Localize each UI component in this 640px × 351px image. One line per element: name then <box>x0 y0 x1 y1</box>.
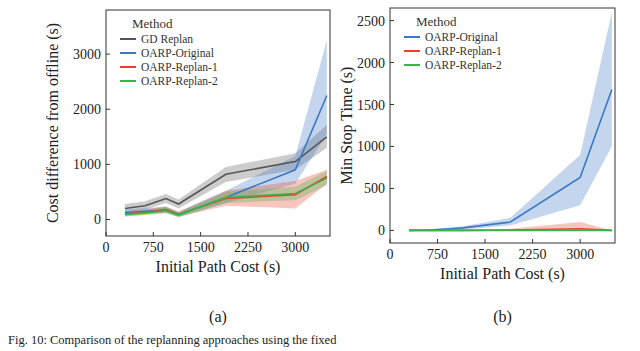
series-line <box>125 176 327 214</box>
figure: 07501500225030000100020003000Initial Pat… <box>0 0 640 351</box>
x-tick <box>580 239 581 243</box>
x-tick <box>532 239 533 243</box>
y-tick <box>390 146 394 147</box>
y-axis-label: Cost difference from offline (s) <box>44 23 62 223</box>
panel: 07501500225030000100020003000Initial Pat… <box>44 10 330 326</box>
y-tick-label: 2000 <box>357 56 385 71</box>
frame <box>106 10 330 236</box>
series-line <box>125 178 327 215</box>
band <box>409 12 612 230</box>
panel-label: (b) <box>493 308 512 326</box>
legend-swatch <box>404 64 420 66</box>
plot-data <box>409 12 612 230</box>
x-tick-label: 2250 <box>519 247 547 262</box>
series-line <box>409 230 612 232</box>
y-tick-label: 2000 <box>73 102 101 117</box>
series-line <box>409 229 612 231</box>
frame <box>390 8 615 243</box>
x-tick-label: 3000 <box>281 240 309 255</box>
legend-label: OARP-Replan-2 <box>425 59 502 72</box>
legend-label: OARP-Original <box>141 47 214 60</box>
y-tick <box>390 20 394 21</box>
x-tick-label: 2250 <box>234 240 262 255</box>
x-tick-label: 0 <box>387 247 394 262</box>
legend-swatch <box>120 66 136 68</box>
legend-swatch <box>120 52 136 54</box>
legend-label: OARP-Replan-1 <box>141 61 218 74</box>
x-tick-label: 750 <box>427 247 448 262</box>
y-tick <box>106 164 110 165</box>
y-tick <box>106 219 110 220</box>
y-tick <box>390 230 394 231</box>
x-tick <box>295 232 296 236</box>
legend-title: Method <box>132 16 173 31</box>
y-tick-label: 3000 <box>73 47 101 62</box>
x-axis-label: Initial Path Cost (s) <box>440 265 565 283</box>
y-tick <box>390 188 394 189</box>
x-tick-label: 3000 <box>566 247 594 262</box>
legend-swatch <box>404 50 420 52</box>
series-line <box>409 89 612 230</box>
x-tick <box>153 232 154 236</box>
legend-swatch <box>120 38 136 40</box>
plot-data <box>125 40 327 217</box>
legend-swatch <box>120 80 136 82</box>
y-tick-label: 1000 <box>73 157 101 172</box>
y-tick-label: 1500 <box>357 98 385 113</box>
x-tick <box>247 232 248 236</box>
legend-label: OARP-Original <box>425 31 498 44</box>
band <box>125 40 327 216</box>
y-tick-label: 0 <box>378 223 385 238</box>
panel-label: (a) <box>209 308 227 326</box>
band <box>125 171 327 217</box>
x-tick-label: 750 <box>143 240 164 255</box>
legend-title: Method <box>416 14 457 29</box>
legend-label: GD Replan <box>141 33 193 46</box>
caption: Fig. 10: Comparison of the replanning ap… <box>8 333 337 347</box>
legend-label: OARP-Replan-1 <box>425 45 502 58</box>
legend-label: OARP-Replan-2 <box>141 75 218 88</box>
x-tick <box>437 239 438 243</box>
band <box>125 170 327 217</box>
y-tick-label: 1000 <box>357 139 385 154</box>
x-tick-label: 0 <box>103 240 110 255</box>
x-tick-label: 1500 <box>471 247 499 262</box>
series-line <box>125 95 327 214</box>
y-tick-label: 0 <box>94 212 101 227</box>
y-tick-label: 500 <box>364 181 385 196</box>
band <box>409 230 612 231</box>
x-tick-label: 1500 <box>187 240 215 255</box>
y-axis-label: Min Stop Time (s) <box>338 67 356 185</box>
y-tick <box>106 54 110 55</box>
x-axis-label: Initial Path Cost (s) <box>156 258 281 276</box>
panel: 0 750 1500 2250 3000 0 500 1000 1500 2000 2500 Init… <box>338 8 615 326</box>
legend-swatch <box>404 36 420 38</box>
x-tick <box>485 239 486 243</box>
y-tick <box>390 104 394 105</box>
x-tick <box>200 232 201 236</box>
y-tick <box>390 62 394 63</box>
y-tick-label: 2500 <box>357 14 385 29</box>
y-tick <box>106 109 110 110</box>
